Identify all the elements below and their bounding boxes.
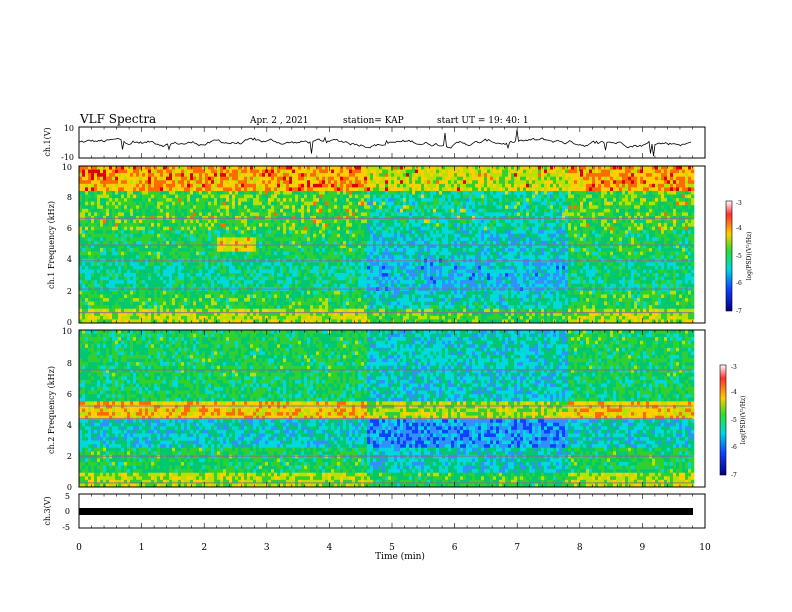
figure-title: VLF Spectra: [79, 112, 156, 126]
ch2-spectrogram-ylabel: ch.2 Frequency (kHz): [47, 366, 56, 454]
ch1-ytick-bottom: -10: [61, 153, 74, 162]
ch1-cbar-label: log(PSD)(V²/Hz): [746, 232, 753, 281]
x-axis-label: Time (min): [375, 551, 425, 562]
ch2-cbar-tick-m5: -5: [731, 417, 737, 424]
xtick-7: 7: [514, 543, 520, 553]
ch3-ytick-bottom: -5: [62, 523, 70, 532]
ch2-cbar-tick-m4: -4: [731, 389, 737, 396]
ch1-waveform-panel: 10 -10 ch.1(V): [43, 124, 706, 162]
xtick-1: 1: [139, 543, 145, 553]
xtick-0: 0: [76, 543, 82, 553]
ch3-ytick-top: 5: [65, 492, 70, 501]
axis-ticks: [78, 127, 706, 528]
ch1-ytick-6: 6: [67, 224, 72, 233]
ch2-cbar-tick-m7: -7: [731, 472, 737, 479]
ch1-colorbar: -3 -4 -5 -6 -7 log(PSD)(V²/Hz): [725, 200, 753, 315]
ch2-colorbar: -3 -4 -5 -6 -7 log(PSD)(V²/Hz): [719, 364, 747, 479]
ch1-cbar-tick-m6: -6: [736, 280, 742, 287]
ch1-cbar-tick-m7: -7: [736, 308, 742, 315]
ch2-ytick-6: 6: [67, 390, 72, 399]
date-label: Apr. 2 , 2021: [249, 116, 309, 126]
ch2-ytick-10: 10: [62, 327, 72, 336]
xtick-2: 2: [201, 543, 207, 553]
xtick-9: 9: [640, 543, 646, 553]
ch2-ytick-8: 8: [67, 359, 72, 368]
spectrogram-line: [79, 369, 693, 371]
ch1-spectrogram-ylabel: ch.1 Frequency (kHz): [47, 201, 56, 289]
spectrogram-line: [79, 217, 693, 219]
spectrogram-line: [79, 312, 693, 314]
ch1-waveform-ylabel: ch.1(V): [43, 127, 52, 156]
ch1-spectrogram-image: [79, 166, 705, 324]
ch3-waveform-panel: 5 0 -5 ch.3(V): [43, 492, 706, 532]
xtick-6: 6: [452, 543, 458, 553]
spectrogram-line: [79, 455, 693, 457]
ch2-spectrogram-panel: 0 2 4 6 8 10 ch.2 Frequency (kHz): [47, 327, 706, 492]
ch1-spectrogram-panel: 0 2 4 6 8 10 ch.1 Frequency (kHz): [47, 163, 706, 327]
ch1-cbar-tick-m3: -3: [736, 200, 742, 207]
station-label: station= KAP: [343, 116, 404, 126]
ch2-cbar-tick-m3: -3: [731, 364, 737, 371]
xtick-3: 3: [264, 543, 270, 553]
ch2-cbar-label: log(PSD)(V²/Hz): [740, 396, 747, 445]
ch3-waveform-ylabel: ch.3(V): [43, 496, 52, 525]
ch3-ytick-mid: 0: [65, 507, 70, 516]
ch1-ytick-8: 8: [67, 193, 72, 202]
ch1-waveform-line: [78, 129, 692, 157]
spectrogram-line: [79, 244, 693, 246]
ch2-ytick-0: 0: [67, 483, 72, 492]
ch2-spectrogram-image: [79, 330, 705, 488]
ch1-ytick-top: 10: [64, 124, 74, 133]
spectrogram-line: [79, 417, 693, 420]
ch1-cbar-tick-m4: -4: [736, 225, 742, 232]
spectrogram-line: [79, 482, 693, 484]
xtick-8: 8: [577, 543, 583, 553]
start-time-label: start UT = 19: 40: 1: [437, 116, 529, 126]
xtick-5: 5: [389, 543, 395, 553]
xtick-10: 10: [699, 543, 711, 553]
spectrogram-line: [79, 288, 693, 290]
ch1-ytick-2: 2: [67, 287, 72, 296]
ch3-waveform-line: [79, 508, 693, 515]
ch1-cbar-tick-m5: -5: [736, 253, 742, 260]
x-axis: 0 1 2 3 4 5 6 7 8 9 10 Time (min): [76, 543, 711, 562]
ch1-ytick-4: 4: [67, 255, 72, 264]
spectrogram-line: [79, 405, 693, 407]
ch2-cbar-tick-m6: -6: [731, 444, 737, 451]
ch2-ytick-4: 4: [67, 421, 72, 430]
spectrogram-blank: [692, 330, 705, 487]
spectrogram-line: [79, 260, 693, 262]
xtick-4: 4: [327, 543, 333, 553]
spectrogram-blank: [692, 166, 705, 323]
ch1-ytick-0: 0: [67, 318, 72, 327]
ch1-ytick-10: 10: [62, 163, 72, 172]
ch2-ytick-2: 2: [67, 452, 72, 461]
